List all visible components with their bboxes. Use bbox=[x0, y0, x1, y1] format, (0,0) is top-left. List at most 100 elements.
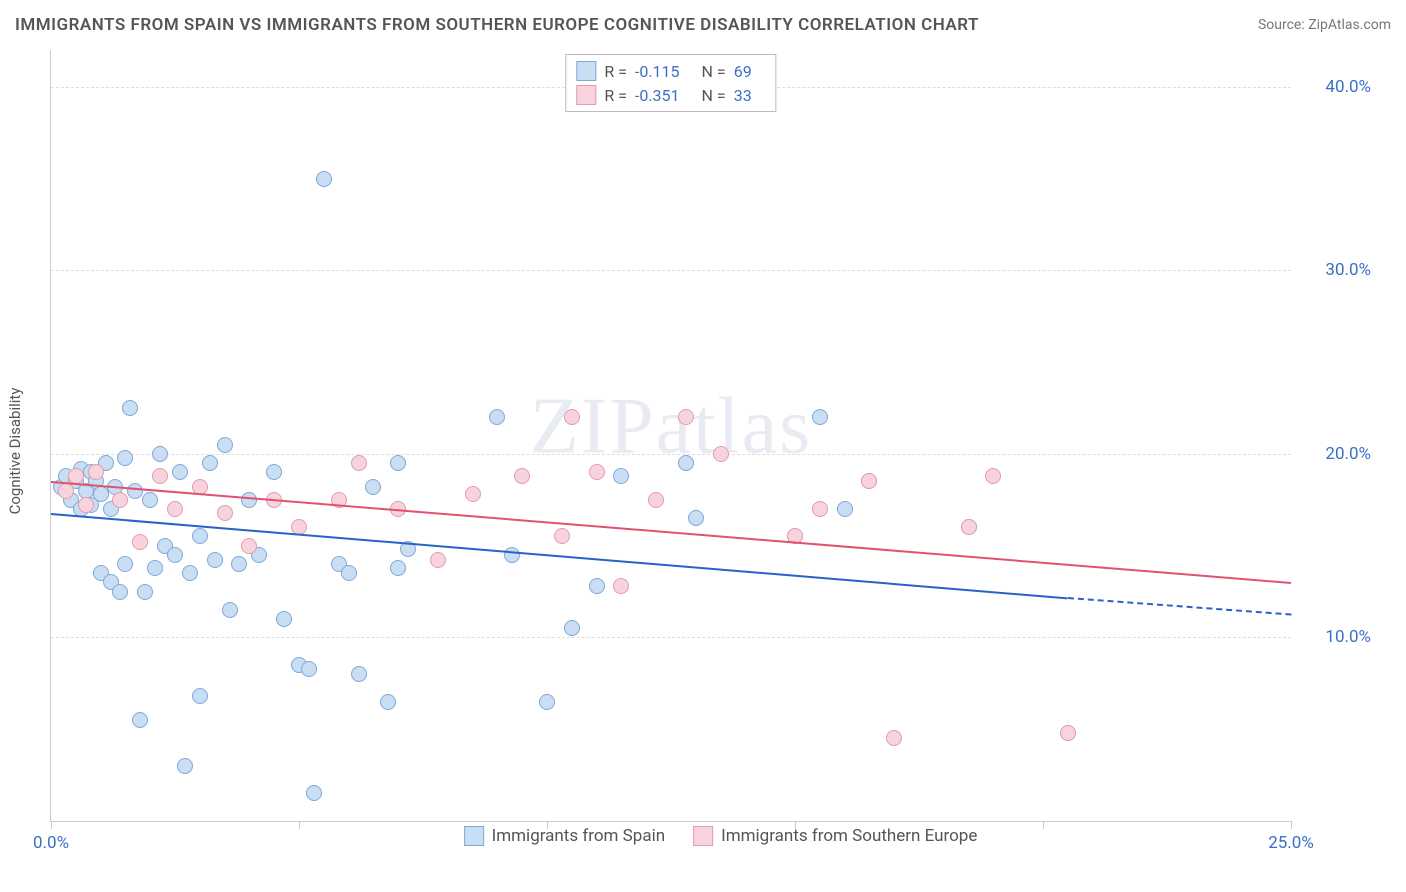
scatter-point-southern_europe bbox=[713, 446, 729, 462]
scatter-point-spain bbox=[182, 565, 198, 581]
scatter-point-spain bbox=[231, 556, 247, 572]
scatter-point-spain bbox=[351, 666, 367, 682]
title-bar: IMMIGRANTS FROM SPAIN VS IMMIGRANTS FROM… bbox=[15, 15, 1391, 35]
chart-title: IMMIGRANTS FROM SPAIN VS IMMIGRANTS FROM… bbox=[15, 15, 979, 35]
x-tick-label: 0.0% bbox=[33, 833, 69, 853]
legend-label-1: Immigrants from Spain bbox=[492, 826, 665, 846]
scatter-point-southern_europe bbox=[78, 497, 94, 513]
watermark: ZIPatlas bbox=[530, 381, 813, 472]
legend-label-2: Immigrants from Southern Europe bbox=[721, 826, 977, 846]
r-label-2: R = bbox=[604, 86, 627, 105]
scatter-point-spain bbox=[137, 584, 153, 600]
n-value-2: 33 bbox=[734, 86, 752, 105]
scatter-point-spain bbox=[142, 492, 158, 508]
scatter-point-spain bbox=[504, 547, 520, 563]
scatter-point-spain bbox=[222, 602, 238, 618]
scatter-point-spain bbox=[177, 758, 193, 774]
scatter-point-spain bbox=[132, 712, 148, 728]
scatter-point-spain bbox=[589, 578, 605, 594]
x-tick bbox=[51, 821, 52, 829]
trend-line-extrapolated bbox=[1068, 597, 1291, 616]
scatter-point-spain bbox=[837, 501, 853, 517]
legend-item-2: Immigrants from Southern Europe bbox=[693, 826, 977, 846]
source-name: ZipAtlas.com bbox=[1308, 17, 1391, 33]
scatter-point-spain bbox=[390, 560, 406, 576]
scatter-point-spain bbox=[152, 446, 168, 462]
scatter-point-spain bbox=[678, 455, 694, 471]
scatter-point-spain bbox=[112, 584, 128, 600]
scatter-point-southern_europe bbox=[613, 578, 629, 594]
scatter-point-spain bbox=[301, 661, 317, 677]
gridline-h bbox=[51, 454, 1291, 455]
scatter-point-spain bbox=[207, 552, 223, 568]
swatch-series-2 bbox=[576, 85, 596, 105]
n-label-2: N = bbox=[702, 86, 726, 105]
scatter-point-spain bbox=[390, 455, 406, 471]
scatter-point-spain bbox=[241, 492, 257, 508]
x-tick bbox=[1043, 821, 1044, 829]
legend-stats-row-1: R = -0.115 N = 69 bbox=[576, 59, 765, 83]
x-tick bbox=[299, 821, 300, 829]
scatter-point-spain bbox=[341, 565, 357, 581]
plot-area: ZIPatlas R = -0.115 N = 69 R = -0.351 N … bbox=[50, 50, 1291, 822]
trend-line bbox=[51, 513, 1068, 599]
scatter-point-southern_europe bbox=[886, 730, 902, 746]
scatter-point-southern_europe bbox=[465, 486, 481, 502]
n-label-1: N = bbox=[702, 62, 726, 81]
scatter-point-southern_europe bbox=[1060, 725, 1076, 741]
scatter-point-spain bbox=[365, 479, 381, 495]
swatch-bottom-2 bbox=[693, 826, 713, 846]
x-tick bbox=[1291, 821, 1292, 829]
scatter-point-spain bbox=[539, 694, 555, 710]
scatter-point-spain bbox=[172, 464, 188, 480]
swatch-bottom-1 bbox=[464, 826, 484, 846]
legend-bottom: Immigrants from Spain Immigrants from So… bbox=[464, 826, 978, 846]
scatter-point-spain bbox=[127, 483, 143, 499]
scatter-point-southern_europe bbox=[985, 468, 1001, 484]
source-attribution: Source: ZipAtlas.com bbox=[1258, 17, 1391, 33]
source-label: Source: bbox=[1258, 17, 1308, 33]
scatter-point-southern_europe bbox=[961, 519, 977, 535]
scatter-point-spain bbox=[217, 437, 233, 453]
swatch-series-1 bbox=[576, 61, 596, 81]
y-tick-label: 30.0% bbox=[1325, 260, 1371, 280]
legend-item-1: Immigrants from Spain bbox=[464, 826, 665, 846]
y-tick-label: 10.0% bbox=[1325, 627, 1371, 647]
gridline-h bbox=[51, 637, 1291, 638]
scatter-point-spain bbox=[688, 510, 704, 526]
scatter-point-southern_europe bbox=[430, 552, 446, 568]
scatter-point-spain bbox=[316, 171, 332, 187]
scatter-point-southern_europe bbox=[217, 505, 233, 521]
x-tick-label: 25.0% bbox=[1268, 833, 1314, 853]
scatter-point-southern_europe bbox=[241, 538, 257, 554]
r-label-1: R = bbox=[604, 62, 627, 81]
scatter-point-southern_europe bbox=[58, 483, 74, 499]
gridline-h bbox=[51, 270, 1291, 271]
scatter-point-spain bbox=[192, 688, 208, 704]
scatter-point-southern_europe bbox=[152, 468, 168, 484]
r-value-1: -0.115 bbox=[635, 62, 680, 81]
scatter-point-southern_europe bbox=[554, 528, 570, 544]
scatter-point-spain bbox=[93, 486, 109, 502]
scatter-point-spain bbox=[306, 785, 322, 801]
scatter-point-southern_europe bbox=[68, 468, 84, 484]
scatter-point-spain bbox=[564, 620, 580, 636]
scatter-point-southern_europe bbox=[678, 409, 694, 425]
scatter-point-southern_europe bbox=[589, 464, 605, 480]
scatter-point-southern_europe bbox=[132, 534, 148, 550]
scatter-point-spain bbox=[613, 468, 629, 484]
scatter-point-southern_europe bbox=[88, 464, 104, 480]
legend-stats-row-2: R = -0.351 N = 33 bbox=[576, 83, 765, 107]
scatter-point-southern_europe bbox=[514, 468, 530, 484]
scatter-point-southern_europe bbox=[861, 473, 877, 489]
scatter-point-spain bbox=[202, 455, 218, 471]
r-value-2: -0.351 bbox=[635, 86, 680, 105]
legend-stats: R = -0.115 N = 69 R = -0.351 N = 33 bbox=[565, 54, 776, 112]
scatter-point-spain bbox=[117, 556, 133, 572]
scatter-point-spain bbox=[147, 560, 163, 576]
scatter-point-spain bbox=[380, 694, 396, 710]
y-tick-label: 40.0% bbox=[1325, 77, 1371, 97]
scatter-point-southern_europe bbox=[112, 492, 128, 508]
scatter-point-spain bbox=[812, 409, 828, 425]
scatter-point-spain bbox=[266, 464, 282, 480]
